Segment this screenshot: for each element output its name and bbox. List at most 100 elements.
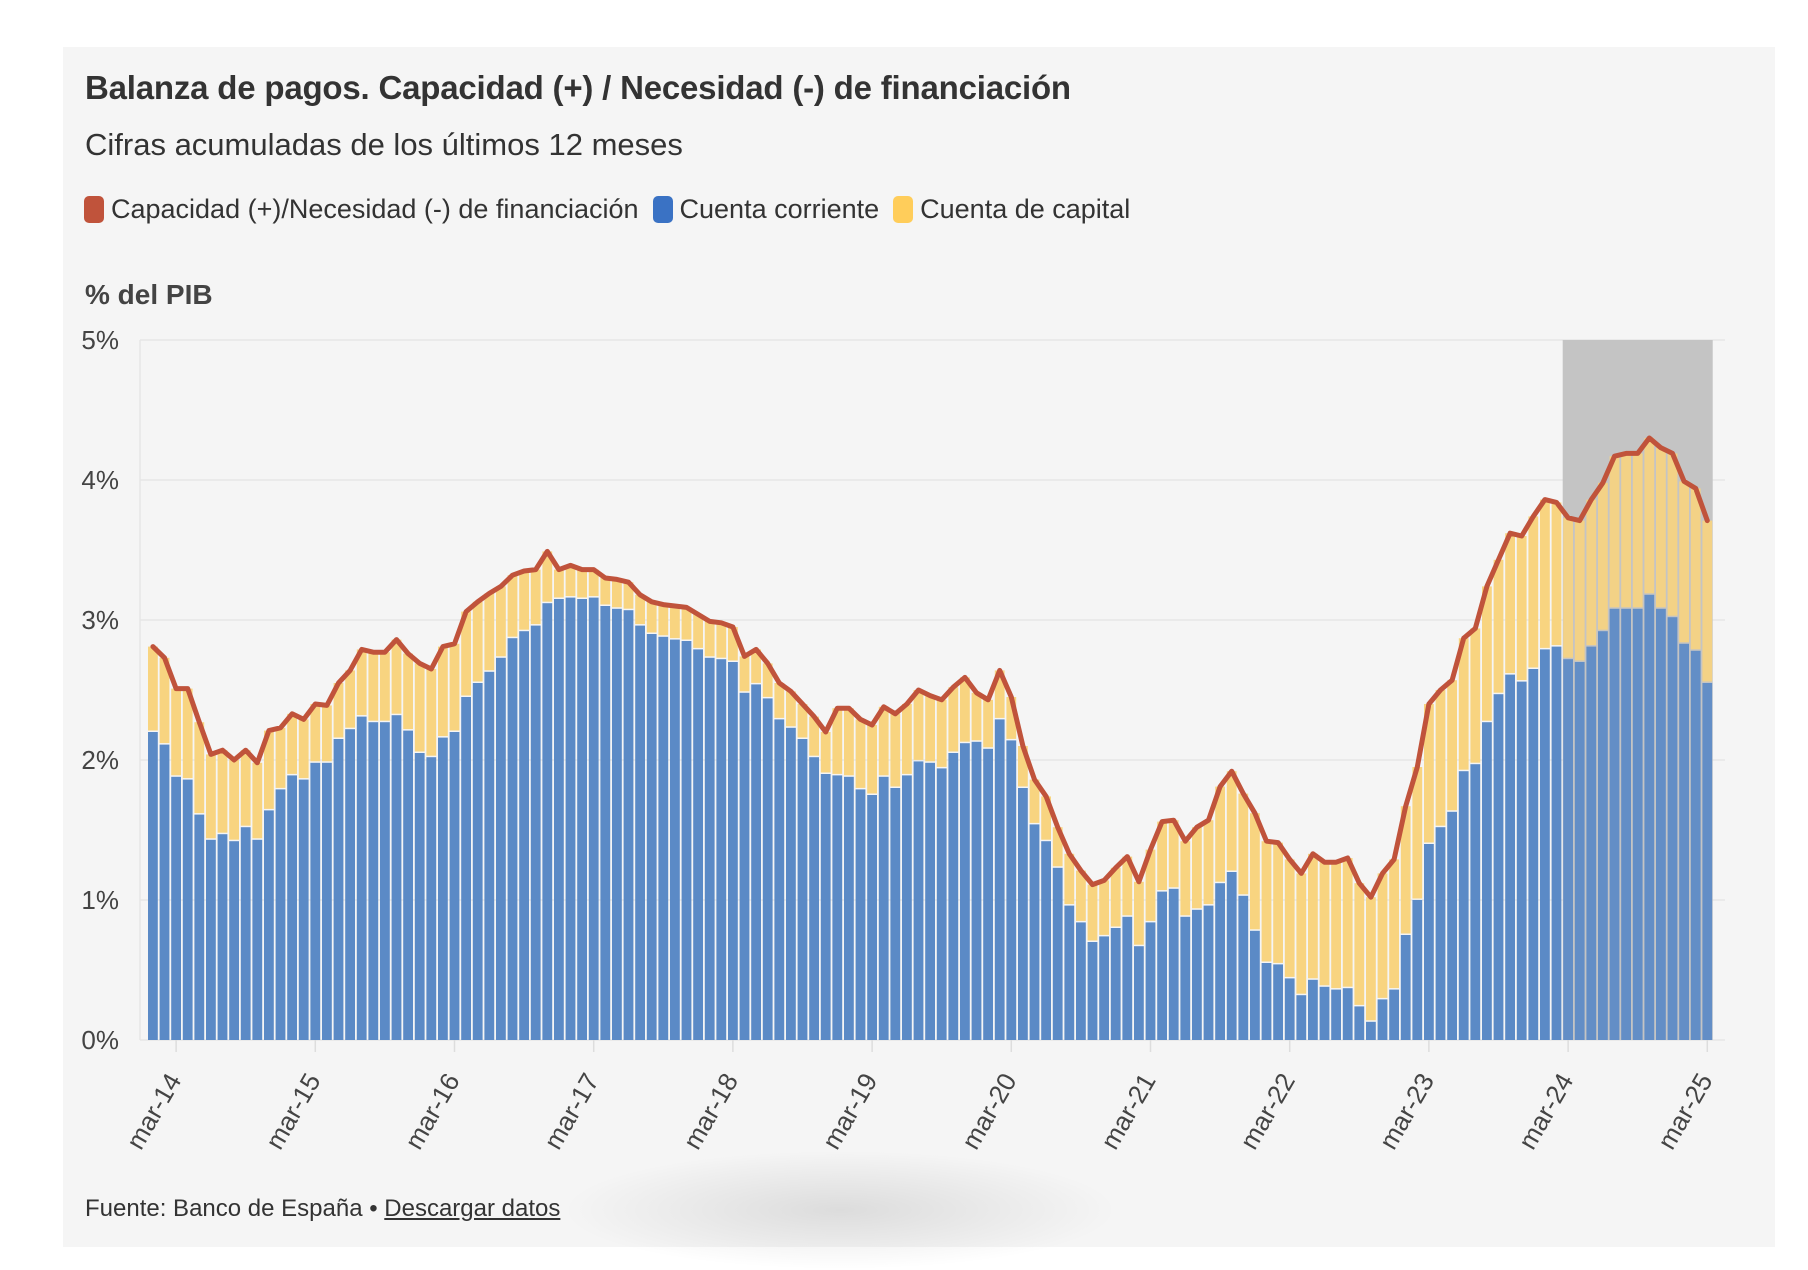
bar-capital-account xyxy=(1366,897,1376,1020)
bar-capital-account xyxy=(1633,453,1643,607)
bar-current-account xyxy=(751,684,761,1040)
bar-capital-account xyxy=(1598,483,1608,630)
bar-current-account xyxy=(1169,889,1179,1040)
bar-current-account xyxy=(403,731,413,1040)
bar-current-account xyxy=(995,719,1005,1040)
bar-current-account xyxy=(252,840,262,1040)
bar-current-account xyxy=(276,789,286,1040)
bar-capital-account xyxy=(670,606,680,638)
bar-capital-account xyxy=(415,663,425,751)
bar-current-account xyxy=(554,599,564,1040)
bar-capital-account xyxy=(1644,438,1654,593)
bar-capital-account xyxy=(229,760,239,840)
bar-current-account xyxy=(693,649,703,1040)
bar-capital-account xyxy=(1262,841,1272,961)
bar-current-account xyxy=(1157,892,1167,1040)
bar-current-account xyxy=(798,739,808,1040)
bar-capital-account xyxy=(496,586,506,656)
bar-current-account xyxy=(948,753,958,1040)
bar-capital-account xyxy=(322,705,332,761)
bar-capital-account xyxy=(1702,521,1712,682)
bar-current-account xyxy=(496,658,506,1040)
bar-current-account xyxy=(902,775,912,1040)
bar-capital-account xyxy=(1192,827,1202,908)
bar-current-account xyxy=(1018,788,1028,1040)
bar-capital-account xyxy=(508,575,518,637)
bar-current-account xyxy=(229,841,239,1040)
x-tick-label: mar-23 xyxy=(1373,1068,1440,1154)
bar-current-account xyxy=(716,659,726,1040)
bar-capital-account xyxy=(1436,690,1446,826)
bar-current-account xyxy=(542,603,552,1040)
bar-current-account xyxy=(983,749,993,1040)
bar-capital-account xyxy=(693,614,703,648)
bar-capital-account xyxy=(716,623,726,658)
bar-capital-account xyxy=(1552,502,1562,645)
bar-capital-account xyxy=(612,579,622,607)
bar-capital-account xyxy=(1656,448,1666,608)
bar-current-account xyxy=(821,774,831,1040)
bar-capital-account xyxy=(705,621,715,656)
bar-current-account xyxy=(1099,936,1109,1040)
bar-capital-account xyxy=(171,689,181,776)
bar-capital-account xyxy=(1621,453,1631,607)
bar-current-account xyxy=(357,717,367,1040)
bar-current-account xyxy=(392,715,402,1040)
bar-capital-account xyxy=(600,578,610,605)
bar-current-account xyxy=(484,672,494,1040)
bar-current-account xyxy=(1030,824,1040,1040)
bar-capital-account xyxy=(1227,771,1237,870)
bar-current-account xyxy=(774,719,784,1040)
bar-current-account xyxy=(1296,995,1306,1040)
bar-capital-account xyxy=(821,732,831,773)
bar-current-account xyxy=(867,795,877,1040)
bar-current-account xyxy=(972,742,982,1040)
bar-current-account xyxy=(1285,978,1295,1040)
bar-current-account xyxy=(589,598,599,1040)
bar-current-account xyxy=(287,775,297,1040)
bar-current-account xyxy=(171,777,181,1040)
bar-current-account xyxy=(1122,917,1132,1040)
download-data-link[interactable]: Descargar datos xyxy=(384,1195,560,1222)
bar-capital-account xyxy=(1540,500,1550,648)
bar-capital-account xyxy=(1575,521,1585,661)
bar-capital-account xyxy=(879,707,889,776)
bar-current-account xyxy=(624,610,634,1040)
bar-current-account xyxy=(1389,990,1399,1040)
bar-capital-account xyxy=(1250,813,1260,929)
bar-capital-account xyxy=(844,708,854,775)
bar-capital-account xyxy=(1563,518,1573,658)
bar-current-account xyxy=(345,729,355,1040)
bar-capital-account xyxy=(1331,862,1341,988)
x-tick-label: mar-22 xyxy=(1234,1068,1301,1154)
bar-current-account xyxy=(1111,928,1121,1040)
bar-capital-account xyxy=(1180,841,1190,915)
bar-current-account xyxy=(1436,827,1446,1040)
bar-current-account xyxy=(1517,682,1527,1040)
bar-capital-account xyxy=(856,719,866,788)
bar-capital-account xyxy=(450,644,460,731)
bar-capital-account xyxy=(925,696,935,762)
bar-current-account xyxy=(1691,651,1701,1040)
bar-current-account xyxy=(879,777,889,1040)
bar-current-account xyxy=(1076,922,1086,1040)
y-tick-label: 3% xyxy=(81,605,119,635)
bar-current-account xyxy=(1204,906,1214,1040)
bar-capital-account xyxy=(403,654,413,730)
bar-current-account xyxy=(519,631,529,1040)
bar-capital-account xyxy=(241,750,251,826)
bar-capital-account xyxy=(484,593,494,670)
bar-current-account xyxy=(1644,595,1654,1040)
bar-current-account xyxy=(508,638,518,1040)
bar-current-account xyxy=(832,775,842,1040)
bar-current-account xyxy=(1412,900,1422,1040)
bar-capital-account xyxy=(206,754,216,838)
bar-capital-account xyxy=(554,570,564,598)
bar-current-account xyxy=(1088,942,1098,1040)
bar-current-account xyxy=(1482,722,1492,1040)
bar-current-account xyxy=(461,697,471,1040)
bar-capital-account xyxy=(438,647,448,737)
bar-capital-account xyxy=(368,652,378,721)
bar-current-account xyxy=(1354,1006,1364,1040)
bar-current-account xyxy=(206,840,216,1040)
